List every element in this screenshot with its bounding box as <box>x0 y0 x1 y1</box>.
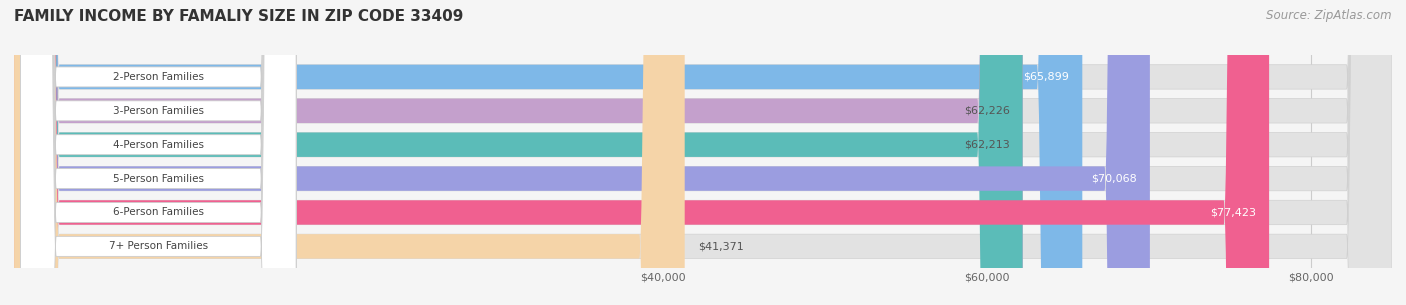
Text: 3-Person Families: 3-Person Families <box>112 106 204 116</box>
FancyBboxPatch shape <box>14 0 1022 305</box>
Text: $41,371: $41,371 <box>697 241 744 251</box>
FancyBboxPatch shape <box>14 0 1392 305</box>
FancyBboxPatch shape <box>14 0 685 305</box>
Text: 6-Person Families: 6-Person Families <box>112 207 204 217</box>
FancyBboxPatch shape <box>14 0 1270 305</box>
Text: 2-Person Families: 2-Person Families <box>112 72 204 82</box>
Text: $77,423: $77,423 <box>1211 207 1256 217</box>
FancyBboxPatch shape <box>21 0 297 305</box>
Text: $70,068: $70,068 <box>1091 174 1137 184</box>
Text: $62,226: $62,226 <box>965 106 1010 116</box>
Text: 4-Person Families: 4-Person Families <box>112 140 204 150</box>
FancyBboxPatch shape <box>14 0 1022 305</box>
Text: $65,899: $65,899 <box>1024 72 1070 82</box>
FancyBboxPatch shape <box>21 0 297 305</box>
Text: Source: ZipAtlas.com: Source: ZipAtlas.com <box>1267 9 1392 22</box>
FancyBboxPatch shape <box>14 0 1083 305</box>
FancyBboxPatch shape <box>21 0 297 305</box>
FancyBboxPatch shape <box>21 0 297 305</box>
Text: 7+ Person Families: 7+ Person Families <box>108 241 208 251</box>
FancyBboxPatch shape <box>14 0 1392 305</box>
FancyBboxPatch shape <box>21 0 297 305</box>
FancyBboxPatch shape <box>14 0 1392 305</box>
FancyBboxPatch shape <box>14 0 1150 305</box>
Text: $62,213: $62,213 <box>965 140 1010 150</box>
FancyBboxPatch shape <box>14 0 1392 305</box>
FancyBboxPatch shape <box>21 0 297 305</box>
FancyBboxPatch shape <box>14 0 1392 305</box>
Text: 5-Person Families: 5-Person Families <box>112 174 204 184</box>
Text: FAMILY INCOME BY FAMALIY SIZE IN ZIP CODE 33409: FAMILY INCOME BY FAMALIY SIZE IN ZIP COD… <box>14 9 464 24</box>
FancyBboxPatch shape <box>14 0 1392 305</box>
